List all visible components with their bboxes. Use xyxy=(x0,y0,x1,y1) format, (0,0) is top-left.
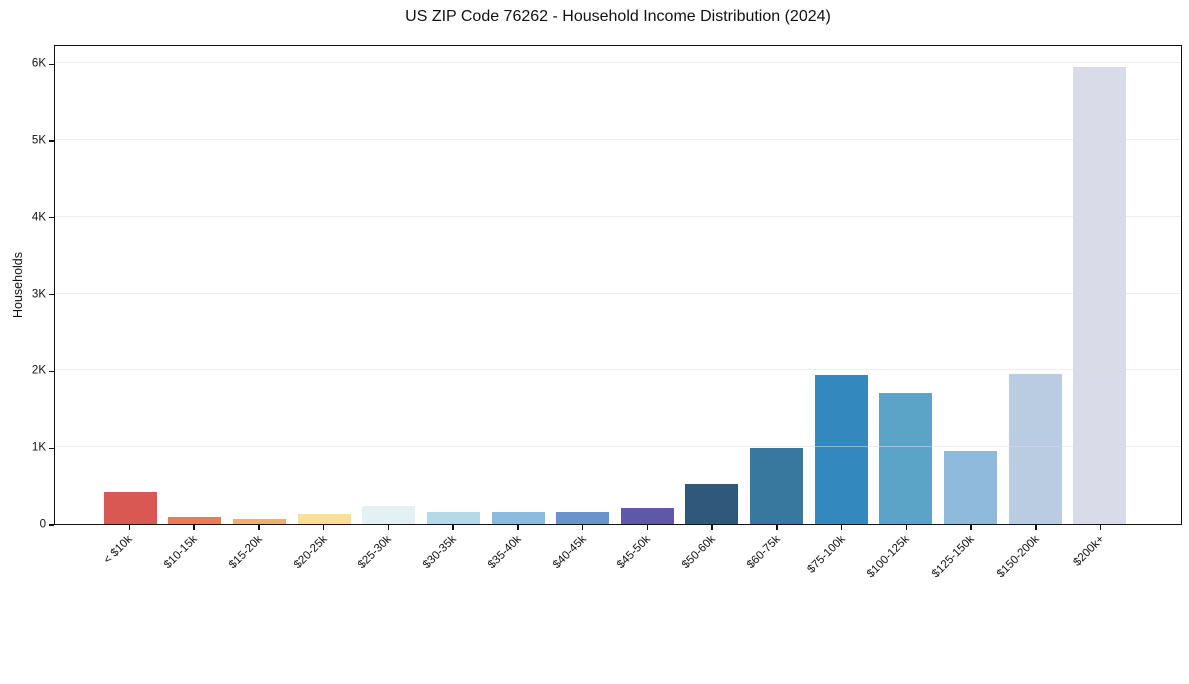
x-tick-label-$20-25k: $20-25k xyxy=(291,533,330,572)
x-tick-label-$25-30k: $25-30k xyxy=(356,533,395,572)
bar-slot xyxy=(98,46,163,524)
x-tick-mark xyxy=(1099,525,1102,530)
chart-title: US ZIP Code 76262 - Household Income Dis… xyxy=(405,8,831,25)
bar-slot xyxy=(486,46,551,524)
bar-$20-25k xyxy=(297,514,351,524)
x-tick-label-$40-45k: $40-45k xyxy=(550,533,589,572)
y-tick-mark xyxy=(49,63,54,65)
y-tick-mark xyxy=(49,447,54,449)
y-tick-label-6K: 6K xyxy=(31,57,46,70)
y-tick-mark xyxy=(49,293,54,296)
y-tick-mark xyxy=(49,140,54,142)
bar-slot xyxy=(1067,46,1132,524)
bar-$125-150k xyxy=(943,451,997,524)
y-tick-mark xyxy=(49,217,54,219)
y-tick-label-1K: 1K xyxy=(31,441,46,454)
bar-$15-20k xyxy=(233,519,287,524)
plot-area xyxy=(54,45,1182,525)
x-tick-mark xyxy=(840,525,843,530)
bar-slot xyxy=(550,46,615,524)
bars-container xyxy=(55,46,1181,524)
x-tick-label-$60-75k: $60-75k xyxy=(744,533,783,572)
bar-$35-40k xyxy=(491,511,545,524)
bar-slot xyxy=(680,46,745,524)
y-tick-label-0: 0 xyxy=(39,518,46,531)
x-tick-label-$10-15k: $10-15k xyxy=(162,533,200,572)
x-tick-mark xyxy=(776,525,778,530)
x-tick-label-$75-100k: $75-100k xyxy=(804,533,848,576)
y-tick-label-3K: 3K xyxy=(31,287,46,300)
x-tick-mark xyxy=(517,525,519,530)
y-tick-mark xyxy=(49,370,54,373)
x-tick-label-$150-200k: $150-200k xyxy=(994,533,1042,581)
bar-slot xyxy=(615,46,680,524)
bar-slot xyxy=(292,46,357,524)
x-tick-label-$45-50k: $45-50k xyxy=(615,533,654,572)
x-tick-mark xyxy=(905,525,908,530)
x-tick-mark xyxy=(387,525,390,530)
bar-$200k+ xyxy=(1073,67,1127,524)
bar-$150-200k xyxy=(1008,374,1062,524)
bar-$60-75k xyxy=(750,448,804,524)
bar-slot xyxy=(421,46,486,524)
y-axis-label: Households xyxy=(11,252,25,319)
bar-slot xyxy=(874,46,939,524)
x-tick-label-$50-60k: $50-60k xyxy=(680,533,718,572)
x-tick-label-$100-125k: $100-125k xyxy=(865,533,913,581)
bar-slot xyxy=(938,46,1003,524)
bar-slot xyxy=(809,46,874,524)
x-tick-label-$15-20k: $15-20k xyxy=(226,533,265,572)
bar-$50-60k xyxy=(685,484,739,524)
bar-$40-45k xyxy=(556,511,610,524)
bar-slot xyxy=(227,46,292,524)
x-tick-label-$35-40k: $35-40k xyxy=(485,533,524,572)
bar-slot xyxy=(1003,46,1068,524)
bar-$25-30k xyxy=(362,506,416,524)
x-tick-mark xyxy=(258,525,260,530)
x-tick-mark xyxy=(646,525,649,530)
x-tick-mark xyxy=(322,525,325,530)
bar-slot xyxy=(163,46,228,524)
x-tick-mark xyxy=(1035,525,1037,530)
bar-$30-35k xyxy=(426,511,480,524)
x-tick-label-$30-35k: $30-35k xyxy=(421,533,459,572)
x-tick-label-$125-150k: $125-150k xyxy=(929,533,977,581)
chart-figure: US ZIP Code 76262 - Household Income Dis… xyxy=(11,8,1182,581)
bar-$100-125k xyxy=(879,393,933,524)
bar-$45-50k xyxy=(620,507,674,524)
bar-slot xyxy=(744,46,809,524)
y-tick-label-4K: 4K xyxy=(31,211,46,224)
y-tick-label-5K: 5K xyxy=(31,134,46,147)
x-tick-mark xyxy=(193,525,195,530)
y-tick-mark xyxy=(49,524,54,526)
bar-$10-15k xyxy=(168,517,222,524)
x-tick-mark xyxy=(711,525,713,530)
y-tick-label-2K: 2K xyxy=(31,364,46,377)
x-tick-mark xyxy=(452,525,454,530)
x-tick-mark xyxy=(970,525,972,530)
x-tick-label-$200k+: $200k+ xyxy=(1071,533,1107,569)
bar-slot xyxy=(357,46,422,524)
bar-< $10k xyxy=(103,491,157,524)
bar-$75-100k xyxy=(814,375,868,524)
x-tick-mark xyxy=(128,525,131,530)
x-tick-mark xyxy=(581,525,584,530)
